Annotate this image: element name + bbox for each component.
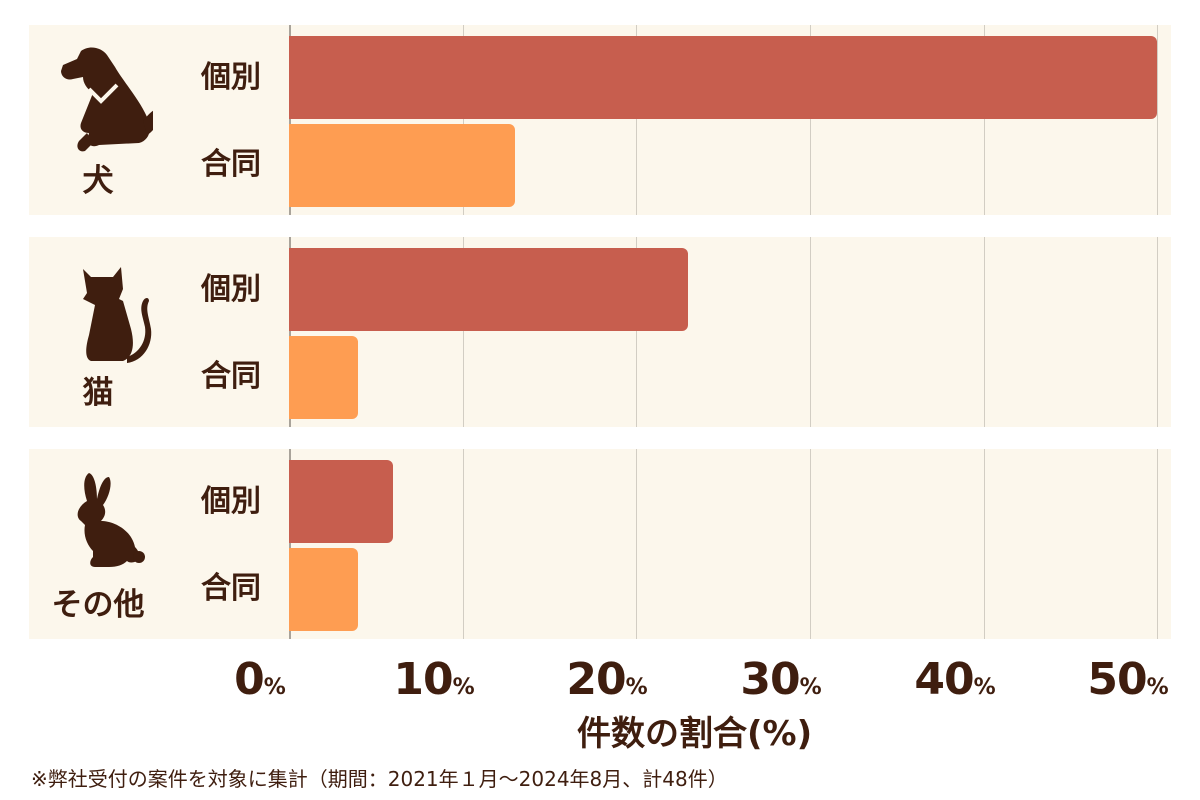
axis-line	[289, 237, 291, 427]
group-panel-dog: 犬 個別 合同	[29, 25, 1171, 215]
x-axis-label: 件数の割合(%)	[577, 714, 813, 754]
tick-unit: %	[973, 675, 996, 700]
tick-unit: %	[799, 675, 822, 700]
bar-other-individual	[289, 460, 394, 543]
group-panel-other: その他 個別 合同	[29, 449, 1171, 639]
group-panel-cat: 猫 個別 合同	[29, 237, 1171, 427]
tick-value: 10	[393, 654, 453, 705]
x-tick-20: 20%	[566, 655, 647, 713]
tick-value: 50	[1087, 654, 1147, 705]
bar-dog-individual	[289, 36, 1157, 119]
axis-line	[289, 449, 291, 639]
tick-value: 0	[234, 654, 265, 705]
gridline-10	[463, 449, 464, 639]
tick-unit: %	[1146, 675, 1169, 700]
category-label: 犬	[82, 163, 114, 199]
x-tick-40: 40%	[914, 655, 995, 713]
gridline-40	[984, 237, 985, 427]
bar-cat-individual	[289, 248, 689, 331]
row-label-individual: 個別	[201, 272, 261, 307]
tick-unit: %	[452, 675, 475, 700]
row-label-joint: 合同	[201, 571, 261, 606]
gridline-10	[463, 237, 464, 427]
rabbit-icon	[77, 473, 145, 567]
gridline-30	[810, 25, 811, 215]
gridline-20	[636, 25, 637, 215]
category-label: その他	[51, 587, 145, 623]
row-label-individual: 個別	[201, 60, 261, 95]
x-tick-50: 50%	[1087, 655, 1168, 713]
gridline-40	[984, 449, 985, 639]
row-label-joint: 合同	[201, 147, 261, 182]
gridline-30	[810, 237, 811, 427]
tick-value: 30	[740, 654, 800, 705]
x-tick-30: 30%	[740, 655, 821, 713]
bar-dog-joint	[289, 124, 515, 207]
footnote: ※弊社受付の案件を対象に集計（期間：2021年１月〜2024年8月、計48件）	[31, 767, 728, 791]
axis-line	[289, 25, 291, 215]
x-tick-10: 10%	[393, 655, 474, 713]
tick-unit: %	[625, 675, 648, 700]
gridline-10	[463, 25, 464, 215]
row-label-individual: 個別	[201, 484, 261, 519]
dog-icon	[61, 47, 153, 152]
x-tick-0: 0%	[234, 655, 286, 713]
tick-value: 40	[914, 654, 974, 705]
cat-icon	[83, 267, 152, 363]
gridline-20	[636, 237, 637, 427]
tick-unit: %	[263, 675, 286, 700]
gridline-20	[636, 449, 637, 639]
bar-other-joint	[289, 548, 359, 631]
bar-cat-joint	[289, 336, 359, 419]
category-label: 猫	[82, 375, 114, 411]
gridline-30	[810, 449, 811, 639]
gridline-50	[1157, 25, 1158, 215]
tick-value: 20	[566, 654, 626, 705]
gridline-50	[1157, 237, 1158, 427]
row-label-joint: 合同	[201, 359, 261, 394]
gridline-40	[984, 25, 985, 215]
gridline-50	[1157, 449, 1158, 639]
